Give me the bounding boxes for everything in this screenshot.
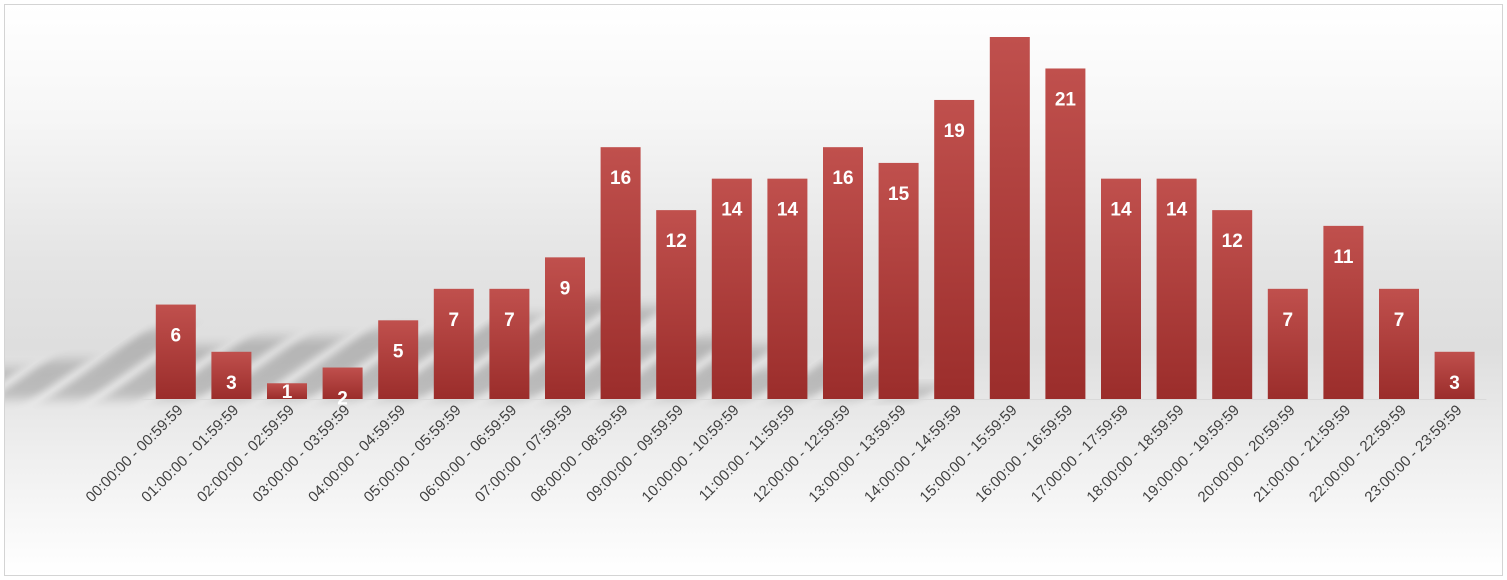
data-label: 7 xyxy=(449,310,460,331)
x-tick-label: 20:00:00 - 20:59:59 xyxy=(1195,402,1299,506)
bar xyxy=(711,178,752,399)
bar xyxy=(545,257,585,399)
bar xyxy=(1212,210,1253,399)
x-tick-label: 23:00:00 - 23:59:59 xyxy=(1361,402,1465,506)
bar xyxy=(989,37,1030,399)
data-label: 2 xyxy=(337,389,348,410)
x-tick-label: 04:00:00 - 04:59:59 xyxy=(305,402,409,506)
data-label: 7 xyxy=(1283,310,1294,331)
x-tick-label: 03:00:00 - 03:59:59 xyxy=(249,402,353,506)
x-tick-label: 19:00:00 - 19:59:59 xyxy=(1139,402,1243,506)
bar xyxy=(1101,178,1141,399)
x-tick-label: 07:00:00 - 07:59:59 xyxy=(472,402,576,506)
data-label: 12 xyxy=(666,231,687,252)
data-label: 14 xyxy=(721,200,743,221)
x-tick-label: 22:00:00 - 22:59:59 xyxy=(1306,402,1410,506)
bar xyxy=(433,288,474,399)
bars xyxy=(155,37,1475,400)
data-label: 12 xyxy=(1222,231,1243,252)
data-label: 6 xyxy=(171,326,182,347)
bar-shadow xyxy=(47,328,189,400)
data-label: 11 xyxy=(1333,247,1354,268)
bar xyxy=(878,162,919,399)
data-label: 7 xyxy=(504,310,515,331)
bar xyxy=(489,288,530,399)
x-tick-label: 16:00:00 - 16:59:59 xyxy=(972,402,1076,506)
x-tick-label: 17:00:00 - 17:59:59 xyxy=(1028,402,1132,506)
x-tick-label: 11:00:00 - 11:59:59 xyxy=(696,402,798,504)
chart-area: 6 3 1 2 5 7 7 9 16 12 14 14 16 15 19 21 14 14 12 7 11 7 3 00:0… xyxy=(4,4,1503,576)
bar xyxy=(322,367,363,399)
bar xyxy=(155,304,196,399)
data-label: 14 xyxy=(777,200,799,221)
x-tick-label: 01:00:00 - 01:59:59 xyxy=(138,402,242,506)
bar xyxy=(767,178,808,399)
x-tick-label: 15:00:00 - 15:59:59 xyxy=(917,402,1021,506)
bar-shadow xyxy=(270,328,412,400)
x-tick-label: 14:00:00 - 14:59:59 xyxy=(861,402,965,506)
bar xyxy=(600,147,641,399)
x-tick-label: 08:00:00 - 08:59:59 xyxy=(527,402,631,506)
bar xyxy=(1379,288,1419,399)
x-tick-label: 00:00:00 - 00:59:59 xyxy=(83,402,187,506)
data-label: 16 xyxy=(832,168,853,189)
bar xyxy=(656,210,697,399)
bar xyxy=(1156,178,1197,399)
bar xyxy=(1267,288,1308,399)
bar xyxy=(1045,68,1086,399)
data-label: 15 xyxy=(888,184,910,205)
x-tick-label: 10:00:00 - 10:59:59 xyxy=(639,402,743,506)
x-tick-label: 21:00:00 - 21:59:59 xyxy=(1250,402,1354,506)
x-tick-label: 12:00:00 - 12:59:59 xyxy=(750,402,854,506)
x-tick-label: 13:00:00 - 13:59:59 xyxy=(805,402,909,506)
bar xyxy=(378,320,419,399)
bar-shadow xyxy=(5,359,89,400)
data-label: 3 xyxy=(226,373,237,394)
x-tick-label: 06:00:00 - 06:59:59 xyxy=(416,402,520,506)
bar xyxy=(1323,225,1364,399)
bar xyxy=(267,383,307,399)
data-label: 9 xyxy=(560,278,571,299)
x-tick-label: 02:00:00 - 02:59:59 xyxy=(194,402,298,506)
data-label: 5 xyxy=(393,341,404,362)
data-label: 21 xyxy=(1055,89,1077,110)
bar xyxy=(934,99,975,400)
bar xyxy=(211,351,252,399)
data-label: 19 xyxy=(944,121,965,142)
x-tick-label: 05:00:00 - 05:59:59 xyxy=(361,402,465,506)
bar xyxy=(823,147,863,399)
data-label: 14 xyxy=(1166,200,1188,221)
data-label: 14 xyxy=(1110,200,1132,221)
x-tick-label: 18:00:00 - 18:59:59 xyxy=(1083,402,1187,506)
bar xyxy=(1434,351,1475,399)
data-label: 1 xyxy=(282,382,293,403)
x-tick-label: 09:00:00 - 09:59:59 xyxy=(583,402,687,506)
data-label: 7 xyxy=(1394,310,1405,331)
data-label: 16 xyxy=(610,168,631,189)
data-label: 3 xyxy=(1449,373,1460,394)
